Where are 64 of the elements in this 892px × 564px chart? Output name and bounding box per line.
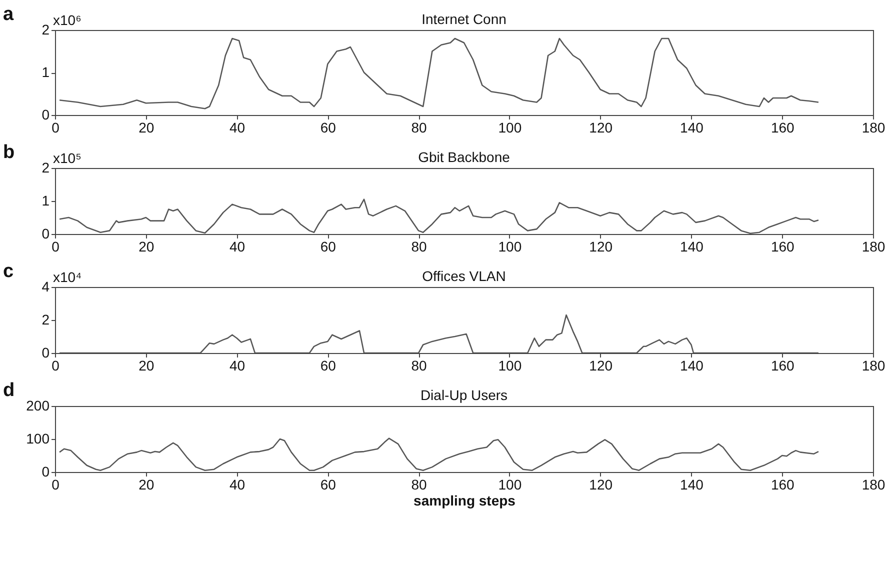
y-axis-title: x10⁴ [53,269,82,285]
x-tick-label: 180 [862,120,886,136]
x-tick-label: 0 [52,120,60,136]
x-tick-label: 140 [680,238,704,254]
x-tick-label: 0 [52,358,60,374]
x-tick-label: 180 [862,358,886,374]
x-tick-label: 120 [589,476,613,492]
text: b [3,142,15,163]
y-tick-label: 0 [42,464,50,480]
y-tick-label: 0 [42,106,50,122]
text: d [3,380,15,401]
x-tick-label: 60 [320,238,336,254]
x-tick-label: 20 [138,120,154,136]
x-tick-label: 40 [229,238,246,254]
x-tick-label: 100 [498,120,522,136]
x-tick-label: 120 [589,120,613,136]
x-tick-label: 40 [229,120,246,136]
y-axis-title: x10⁵ [53,150,82,166]
x-tick-label: 160 [770,358,795,374]
x-tick-label: 160 [770,476,795,492]
chart-title: Gbit Backbone [418,149,510,165]
x-tick-label: 160 [770,238,795,254]
x-tick-label: 140 [680,358,704,374]
x-tick-label: 60 [320,120,336,136]
x-tick-label: 20 [138,358,154,374]
x-tick-label: 160 [770,120,795,136]
x-tick-label: 140 [680,476,704,492]
x-tick-label: 180 [862,238,886,254]
y-tick-label: 1 [42,64,50,80]
y-tick-label: 4 [42,278,50,294]
x-tick-label: 100 [498,358,522,374]
y-axis-title: x10⁶ [53,12,82,28]
x-tick-label: 180 [862,476,886,492]
x-tick-label: 80 [411,358,428,374]
x-tick-label: 80 [411,476,428,492]
x-tick-label: 60 [320,476,336,492]
x-axis-title: sampling steps [414,492,516,508]
text: c [3,261,14,282]
x-tick-label: 80 [411,120,428,136]
x-tick-label: 80 [411,238,428,254]
x-tick-label: 60 [320,358,336,374]
text: a [3,4,14,25]
chart-title: Dial-Up Users [420,387,508,403]
y-tick-label: 100 [26,430,50,446]
y-tick-label: 2 [42,160,50,176]
x-tick-label: 100 [498,238,522,254]
x-tick-label: 40 [229,476,246,492]
x-tick-label: 120 [589,358,613,374]
y-tick-label: 0 [42,226,50,242]
y-tick-label: 200 [26,398,50,414]
x-tick-label: 0 [52,476,60,492]
x-tick-label: 20 [138,476,154,492]
chart-title: Offices VLAN [422,268,506,284]
y-tick-label: 1 [42,192,50,208]
y-tick-label: 2 [42,312,50,328]
x-tick-label: 0 [52,238,60,254]
x-tick-label: 140 [680,120,704,136]
chart-title: Internet Conn [422,11,506,27]
y-tick-label: 2 [42,22,50,38]
x-tick-label: 40 [229,358,246,374]
x-tick-label: 120 [589,238,613,254]
x-tick-label: 20 [138,238,154,254]
y-tick-label: 0 [42,344,50,360]
x-tick-label: 100 [498,476,522,492]
